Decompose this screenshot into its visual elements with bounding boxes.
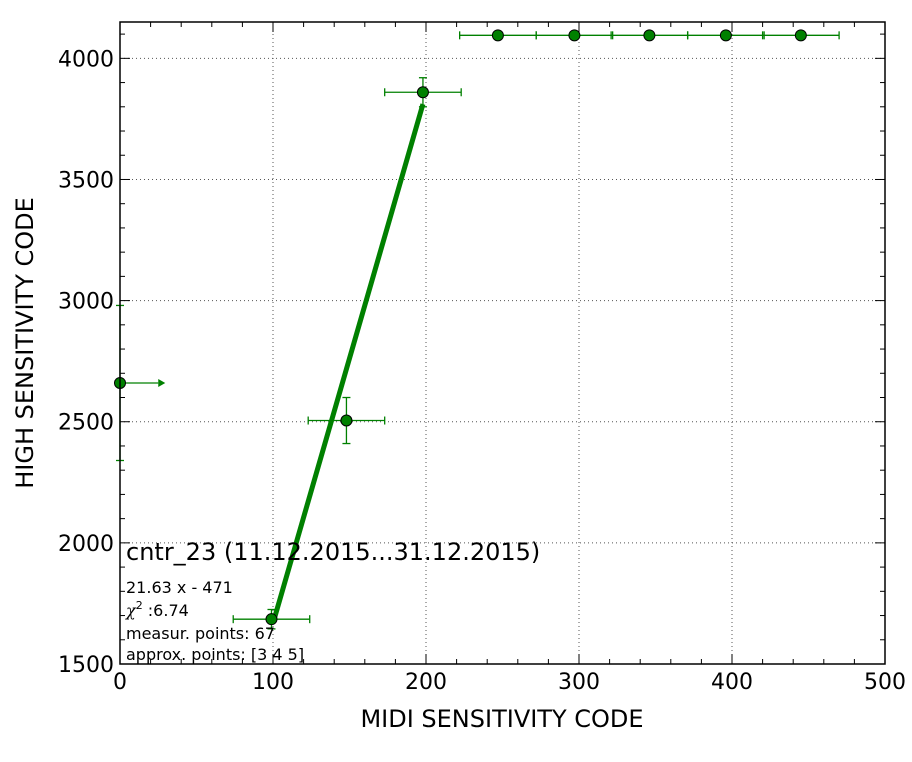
x-tick-label: 200 [405,670,447,695]
x-tick-label: 100 [252,670,294,695]
fit-line [272,103,426,619]
x-tick-label: 500 [864,670,906,695]
data-point [265,613,278,626]
approx-points: approx. points: [3 4 5] [126,645,304,664]
data-point [416,86,429,99]
chi-superscript: 2 [136,599,143,612]
measur-points: measur. points: 67 [126,624,275,643]
data-point-group [535,29,614,42]
data-point-group [686,29,765,42]
data-point [491,29,504,42]
data-point-group [761,29,840,42]
ticks-layer [119,22,886,665]
data-point-group [610,29,689,42]
fit-equation: 21.63 x - 471 [126,578,233,597]
data-point-group [114,304,166,462]
tick-labels-layer: 0 100 200 300 400 500 1500 2000 2500 3000 3500 4000 [58,47,906,695]
y-tick-label: 3500 [58,168,114,193]
data-point-group [307,396,386,445]
data-point-group [232,608,311,630]
chart-title: cntr_23 (11.12.2015...31.12.2015) [126,538,540,566]
data-point [794,29,807,42]
data-point-group [459,29,537,42]
data-point [643,29,656,42]
plot-frame [119,21,886,665]
y-tick-label: 2000 [58,532,114,557]
x-axis-title: MIDI SENSITIVITY CODE [360,705,643,733]
data-point-group [384,77,462,108]
data-point [719,29,732,42]
chi-square-label: χ2 :6.74 [125,599,189,620]
x-error-arrow [158,378,166,387]
chi-symbol: χ [125,601,137,620]
grid-layer [120,22,885,664]
fit-layer [272,103,426,619]
y-tick-label: 2500 [58,411,114,436]
x-tick-label: 400 [711,670,753,695]
data-point [568,29,581,42]
chi-value: :6.74 [143,601,189,620]
x-tick-label: 0 [113,670,127,695]
y-axis-title: HIGH SENSITIVITY CODE [11,197,39,489]
x-tick-label: 300 [558,670,600,695]
y-tick-label: 3000 [58,290,114,315]
data-point [340,414,353,427]
y-tick-label: 1500 [58,653,114,678]
y-tick-label: 4000 [58,47,114,72]
points-layer [114,29,840,630]
